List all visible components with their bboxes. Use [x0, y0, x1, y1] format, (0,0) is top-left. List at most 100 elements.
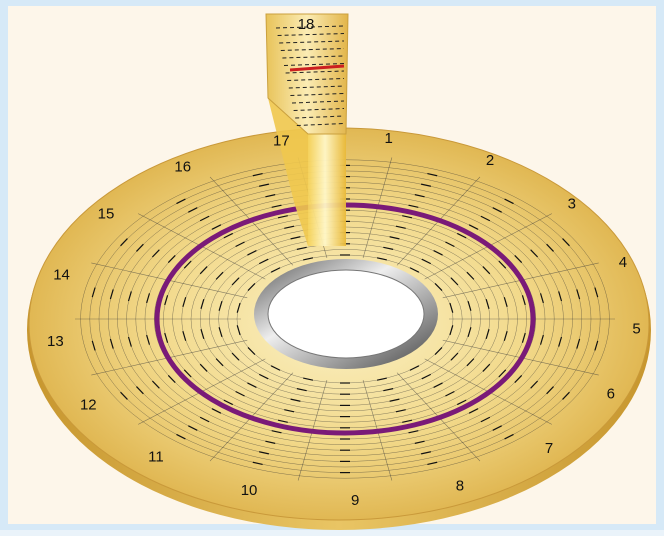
data-mark — [521, 332, 526, 343]
data-mark — [235, 241, 245, 248]
sector-label: 2 — [486, 152, 494, 169]
data-mark — [188, 207, 198, 213]
spindle-hole — [267, 269, 425, 359]
data-mark — [539, 293, 544, 304]
data-mark — [456, 399, 467, 406]
data-mark — [120, 238, 128, 247]
sector-label: 1 — [384, 130, 392, 147]
wedge-mark — [290, 93, 345, 96]
data-mark — [420, 183, 432, 187]
data-mark — [91, 340, 96, 351]
wedge-mark — [288, 85, 345, 89]
data-mark — [109, 338, 114, 349]
sector-label: 13 — [47, 333, 64, 350]
data-mark — [467, 327, 472, 338]
data-mark — [290, 236, 301, 240]
data-mark — [503, 330, 508, 341]
data-mark — [182, 330, 187, 341]
data-mark — [562, 238, 570, 247]
data-mark — [109, 289, 114, 300]
data-mark — [546, 386, 554, 395]
data-mark — [421, 373, 431, 380]
data-mark — [296, 388, 307, 392]
wedge-mark — [291, 100, 345, 104]
sector-label: 5 — [632, 320, 640, 337]
data-mark — [127, 291, 132, 302]
data-mark — [492, 207, 502, 213]
data-mark — [408, 204, 419, 208]
data-mark — [277, 215, 288, 219]
data-mark — [504, 433, 514, 440]
data-mark — [303, 377, 314, 381]
data-mark — [211, 408, 222, 414]
data-mark — [188, 425, 198, 431]
sector-label: 18 — [298, 16, 315, 33]
data-mark — [530, 249, 539, 258]
data-mark — [445, 241, 455, 248]
data-mark — [265, 194, 276, 198]
data-mark — [504, 198, 514, 205]
data-mark — [434, 347, 443, 355]
data-mark — [433, 382, 443, 388]
data-mark — [183, 260, 192, 269]
data-mark — [450, 277, 459, 286]
data-mark — [414, 194, 425, 198]
data-mark — [449, 325, 454, 336]
data-mark — [402, 215, 413, 219]
data-mark — [482, 363, 491, 372]
data-mark — [389, 236, 400, 240]
data-mark — [247, 382, 257, 388]
data-mark — [176, 433, 186, 440]
data-mark — [182, 297, 187, 308]
wedge-mark — [275, 25, 345, 29]
data-mark — [466, 358, 475, 367]
data-mark — [376, 377, 387, 381]
sector-label: 10 — [241, 482, 258, 499]
data-mark — [211, 224, 222, 230]
data-mark — [151, 249, 160, 258]
zoomed-sector — [265, 13, 349, 246]
wedge-mark — [287, 78, 345, 81]
data-mark — [199, 215, 210, 222]
data-mark — [271, 430, 282, 434]
data-mark — [414, 440, 425, 444]
data-mark — [539, 334, 544, 345]
data-mark — [389, 398, 400, 402]
data-mark — [136, 386, 144, 395]
data-mark — [259, 373, 269, 380]
data-mark — [427, 461, 438, 465]
wedge-mark — [280, 48, 345, 51]
data-mark — [594, 340, 599, 351]
data-mark — [395, 225, 406, 229]
data-mark — [594, 287, 599, 298]
data-mark — [409, 267, 420, 273]
data-mark — [498, 369, 507, 378]
wedge-mark — [279, 40, 345, 44]
data-mark — [450, 352, 459, 361]
data-mark — [231, 352, 240, 361]
zoom-highlighted-sector — [289, 64, 345, 72]
data-mark — [215, 358, 224, 367]
sector-label: 8 — [456, 477, 464, 494]
data-mark — [270, 267, 281, 273]
data-mark — [427, 173, 438, 177]
data-mark — [167, 374, 176, 384]
zoom-beam-side — [268, 98, 308, 246]
data-mark — [467, 300, 472, 311]
sector-label: 7 — [545, 440, 553, 457]
data-mark — [146, 334, 151, 345]
data-mark — [576, 338, 581, 349]
data-mark — [176, 198, 186, 205]
data-mark — [395, 409, 406, 413]
data-mark — [284, 409, 295, 413]
data-mark — [521, 295, 526, 306]
data-mark — [456, 232, 467, 239]
data-mark — [199, 363, 208, 372]
data-mark — [449, 302, 454, 313]
data-marks — [91, 164, 599, 474]
data-mark — [576, 289, 581, 300]
data-mark — [136, 243, 144, 252]
data-mark — [482, 266, 491, 275]
